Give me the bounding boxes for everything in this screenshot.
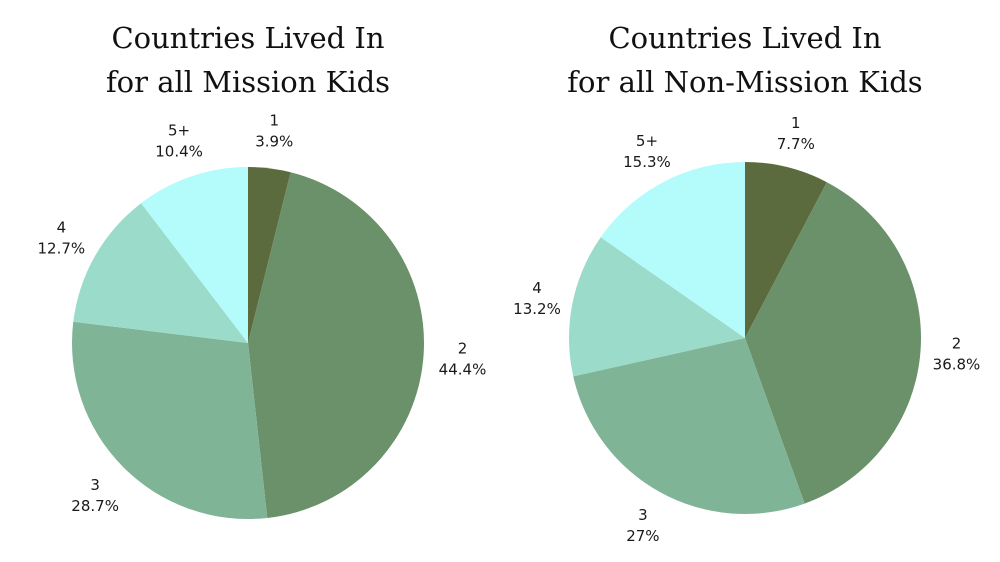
chart-title-line-2: for all Mission Kids — [106, 65, 390, 99]
slice-category-label: 1 — [791, 114, 801, 132]
slice-category-label: 4 — [57, 218, 67, 236]
non-mission-kids-chart: Countries Lived In for all Non-Mission K… — [513, 21, 980, 545]
pie-slice-1 — [745, 162, 827, 338]
slice-percent-label: 28.7% — [71, 497, 119, 515]
slice-category-label: 2 — [458, 339, 468, 357]
slice-percent-label: 12.7% — [38, 239, 86, 257]
slice-category-label: 5+ — [168, 121, 190, 139]
pie-slice-5plus — [600, 162, 745, 338]
pie-slice-4 — [73, 203, 249, 343]
mission-kids-chart: Countries Lived In for all Mission Kids … — [38, 21, 487, 519]
slice-percent-label: 27% — [626, 527, 659, 545]
slice-percent-label: 10.4% — [155, 142, 203, 160]
pie-slice-1 — [248, 167, 291, 343]
pie-slice-2 — [248, 172, 425, 518]
slice-percent-label: 3.9% — [255, 133, 293, 151]
slice-category-label: 4 — [532, 279, 542, 297]
pie-slice-2 — [745, 182, 921, 504]
pie-slice-3 — [71, 321, 268, 519]
pie-slice-4 — [569, 237, 745, 377]
pie-slice-3 — [573, 338, 805, 514]
slice-category-label: 5+ — [636, 132, 658, 150]
slice-category-label: 3 — [638, 506, 648, 524]
slice-percent-label: 36.8% — [933, 356, 981, 374]
chart-title-line-1: Countries Lived In — [608, 21, 881, 55]
slice-category-label: 3 — [90, 476, 100, 494]
slice-category-label: 2 — [952, 335, 962, 353]
slice-percent-label: 7.7% — [777, 135, 815, 153]
slice-percent-label: 44.4% — [439, 360, 487, 378]
slice-category-label: 1 — [269, 112, 279, 130]
chart-title-line-2: for all Non-Mission Kids — [567, 65, 922, 99]
slice-percent-label: 13.2% — [513, 300, 561, 318]
chart-title-line-1: Countries Lived In — [111, 21, 384, 55]
slice-percent-label: 15.3% — [623, 153, 671, 171]
pie-slice-5plus — [141, 167, 248, 343]
